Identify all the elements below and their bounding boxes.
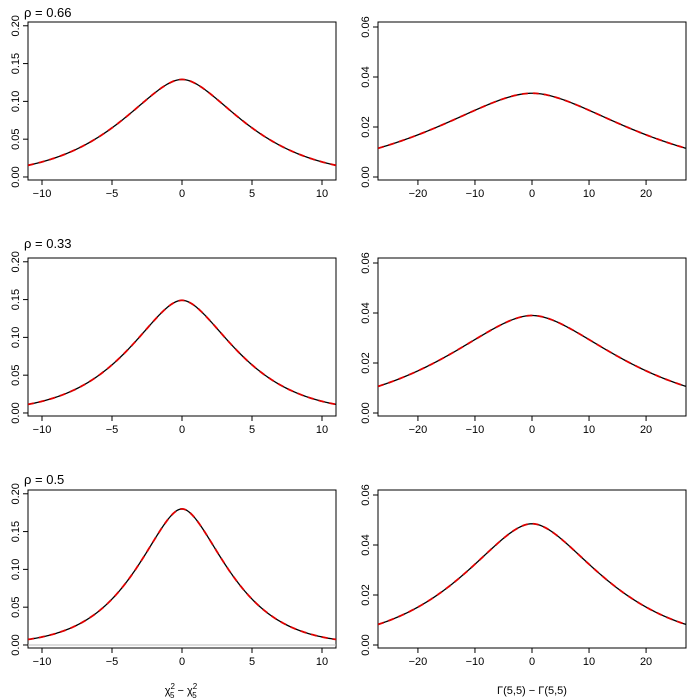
- empirical-density-line: [28, 299, 336, 406]
- x-axis-label-left-sub2: 5: [192, 691, 197, 700]
- plot-frame: [377, 257, 687, 417]
- panel-2-right: −20 −10 0 10 20 0.00 0.02 0.04 0.06: [360, 484, 687, 668]
- x-tick-label: −5: [106, 656, 119, 668]
- theoretical-density-line: [378, 314, 686, 388]
- plot-frame: [377, 21, 687, 181]
- x-axis-label-left-sup2: 2: [193, 682, 198, 691]
- x-tick-label: 5: [249, 188, 255, 200]
- x-axis-label-left-chi2: χ: [187, 685, 193, 697]
- y-tick-label: 0.10: [10, 327, 22, 348]
- row-title-1: ρ = 0.33: [24, 236, 72, 251]
- y-tick-label: 0.02: [360, 116, 372, 137]
- panel-0-right: −20 −10 0 10 20 0.00 0.02 0.04 0.06: [360, 16, 687, 200]
- x-tick-label: 10: [583, 188, 595, 200]
- x-tick-label: 0: [529, 188, 535, 200]
- x-axis-label-left-sub1: 5: [170, 691, 175, 700]
- panel-1-left: −10 −5 0 5 10 0.00 0.05 0.10 0.15 0.20: [10, 251, 337, 436]
- row-title-2: ρ = 0.5: [24, 472, 64, 487]
- x-tick-label: 0: [179, 188, 185, 200]
- x-tick-label: −20: [409, 424, 428, 436]
- theoretical-density-line: [28, 299, 336, 406]
- y-tick-label: 0.20: [10, 251, 22, 272]
- x-tick-label: −10: [466, 188, 485, 200]
- panel-1-right: −20 −10 0 10 20 0.00 0.02 0.04 0.06: [360, 252, 687, 436]
- empirical-density-line: [378, 314, 686, 388]
- x-tick-label: −20: [409, 188, 428, 200]
- x-tick-label: 10: [316, 188, 328, 200]
- y-tick-label: 0.06: [360, 16, 372, 37]
- y-tick-label: 0.05: [10, 596, 22, 617]
- y-tick-label: 0.00: [10, 166, 22, 187]
- x-tick-label: −10: [33, 188, 52, 200]
- y-tick-label: 0.00: [360, 634, 372, 655]
- x-tick-label: −5: [106, 188, 119, 200]
- x-tick-label: 10: [583, 656, 595, 668]
- y-tick-label: 0.00: [10, 402, 22, 423]
- empirical-density-line: [378, 92, 686, 150]
- x-tick-label: 20: [640, 188, 652, 200]
- x-tick-label: 0: [179, 424, 185, 436]
- plot-frame: [27, 489, 337, 649]
- x-tick-label: 0: [179, 656, 185, 668]
- x-tick-label: 20: [640, 424, 652, 436]
- row-title-0: ρ = 0.66: [24, 5, 72, 20]
- x-axis-label-left-minus: −: [174, 685, 187, 697]
- y-tick-label: 0.00: [360, 402, 372, 423]
- x-tick-label: 10: [583, 424, 595, 436]
- x-tick-label: −10: [466, 424, 485, 436]
- y-tick-label: 0.00: [10, 634, 22, 655]
- theoretical-density-line: [378, 92, 686, 149]
- y-tick-label: 0.06: [360, 484, 372, 505]
- theoretical-density-line: [378, 523, 686, 626]
- y-tick-label: 0.10: [10, 559, 22, 580]
- y-tick-label: 0.02: [360, 584, 372, 605]
- panel-2-left: −10 −5 0 5 10 0.00 0.05 0.10 0.15 0.20: [10, 483, 337, 668]
- x-tick-label: 0: [529, 656, 535, 668]
- y-tick-label: 0.06: [360, 252, 372, 273]
- y-tick-label: 0.05: [10, 364, 22, 385]
- y-tick-label: 0.15: [10, 53, 22, 74]
- plot-frame: [377, 489, 687, 649]
- x-tick-label: −5: [106, 424, 119, 436]
- empirical-density-line: [378, 522, 686, 626]
- y-tick-label: 0.04: [360, 66, 372, 87]
- plot-frame: [27, 257, 337, 417]
- theoretical-density-line: [28, 508, 336, 641]
- x-tick-label: 10: [316, 656, 328, 668]
- y-tick-label: 0.04: [360, 534, 372, 555]
- x-axis-label-left: χ2 5 − χ2 5: [165, 682, 198, 700]
- x-axis-label-left-sup1: 2: [171, 682, 176, 691]
- x-tick-label: 5: [249, 424, 255, 436]
- y-tick-label: 0.15: [10, 289, 22, 310]
- x-tick-label: −10: [466, 656, 485, 668]
- x-tick-label: 20: [640, 656, 652, 668]
- theoretical-density-line: [28, 78, 336, 166]
- x-tick-label: −20: [409, 656, 428, 668]
- x-tick-label: −10: [33, 424, 52, 436]
- x-axis-label-left-chi1: χ: [165, 685, 171, 697]
- x-tick-label: 10: [316, 424, 328, 436]
- y-tick-label: 0.20: [10, 15, 22, 36]
- panel-0-left: −10 −5 0 5 10 0.00 0.05 0.10 0.15 0.20: [10, 15, 337, 200]
- x-axis-label-right: Γ(5,5) − Γ(5,5): [497, 685, 567, 697]
- y-tick-label: 0.02: [360, 352, 372, 373]
- x-tick-label: 5: [249, 656, 255, 668]
- empirical-density-line: [28, 78, 336, 167]
- empirical-density-line: [28, 507, 336, 641]
- y-tick-label: 0.15: [10, 521, 22, 542]
- y-tick-label: 0.00: [360, 166, 372, 187]
- x-tick-label: 0: [529, 424, 535, 436]
- plot-frame: [27, 21, 337, 181]
- y-tick-label: 0.05: [10, 128, 22, 149]
- y-tick-label: 0.20: [10, 483, 22, 504]
- y-tick-label: 0.10: [10, 91, 22, 112]
- y-tick-label: 0.04: [360, 302, 372, 323]
- x-tick-label: −10: [33, 656, 52, 668]
